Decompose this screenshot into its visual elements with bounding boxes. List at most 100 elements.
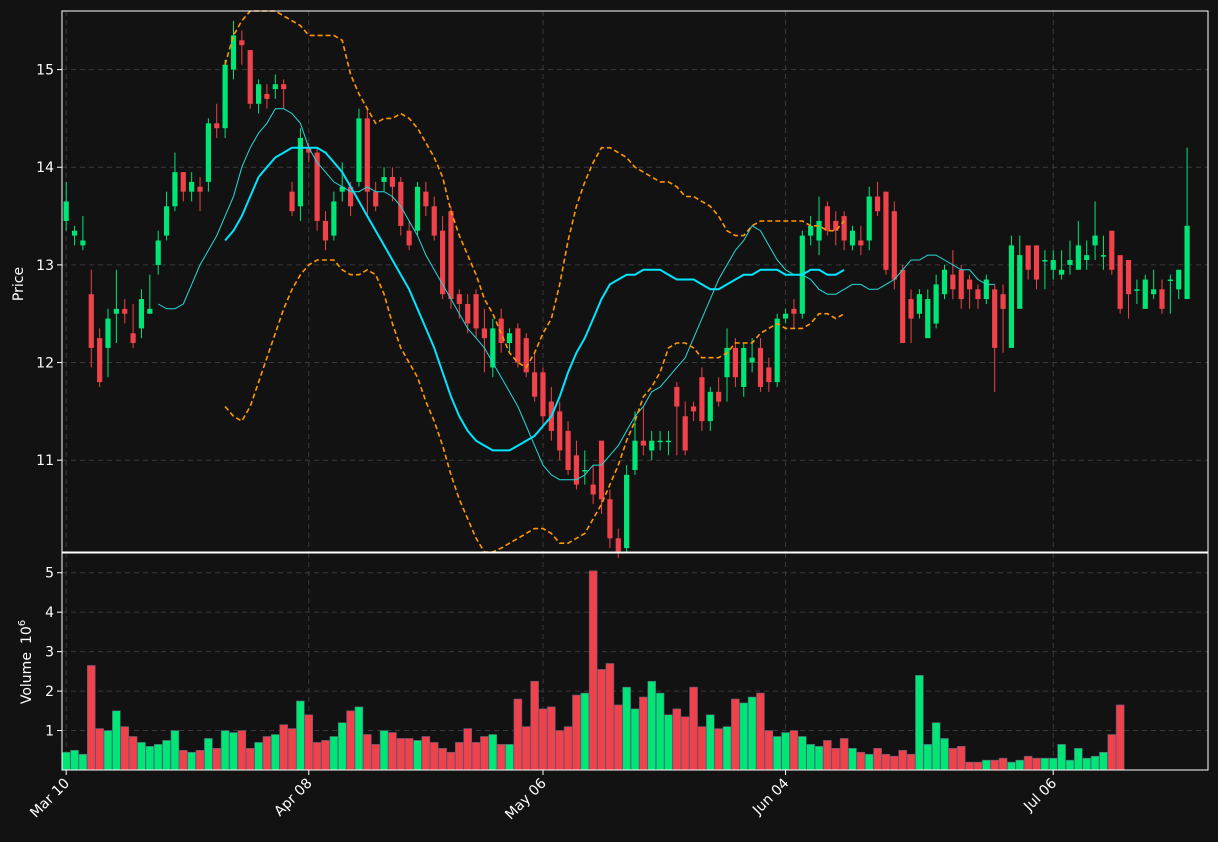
volume-bar: [513, 698, 523, 771]
candle-body: [490, 328, 496, 368]
price-tick-label: 11: [36, 453, 54, 469]
volume-bar: [756, 692, 765, 771]
price-y-axis: 11 12 13 14 15: [36, 63, 62, 469]
volume-bar: [622, 686, 631, 771]
volume-bar: [1048, 757, 1058, 771]
volume-bar: [463, 728, 472, 771]
price-tick-label: 12: [36, 356, 54, 372]
volume-bar: [187, 751, 196, 771]
candle-body: [381, 177, 387, 182]
x-tick-label: Apr 08: [271, 776, 315, 820]
volume-bar: [714, 728, 723, 771]
candle-body: [716, 391, 722, 402]
volume-bar: [421, 736, 431, 771]
volume-bar: [296, 700, 305, 771]
candle-body: [1075, 245, 1081, 270]
volume-bar: [940, 738, 949, 771]
volume-bar: [153, 744, 163, 771]
volume-axis-title: Volume 106: [17, 620, 35, 704]
volume-bar: [496, 744, 506, 771]
candle-body: [992, 289, 998, 348]
volume-tick-label: 3: [45, 645, 54, 661]
volume-bar: [120, 726, 130, 771]
x-tick-label: Jun 04: [749, 775, 792, 818]
volume-bar: [363, 734, 372, 771]
volume-bar: [170, 730, 180, 771]
volume-bar: [438, 747, 447, 771]
candle-body: [682, 416, 688, 451]
lower-band-line: [224, 259, 845, 553]
candle-body: [264, 94, 270, 99]
candle-body: [230, 35, 237, 70]
volume-bar: [597, 669, 606, 771]
candle-body: [1067, 260, 1073, 265]
volume-bar: [588, 570, 598, 771]
candle-body: [1100, 255, 1107, 257]
volume-bar: [1007, 761, 1016, 771]
volume-bar: [806, 744, 815, 771]
volume-bar: [848, 747, 857, 771]
volume-bar: [78, 753, 88, 771]
candle-body: [791, 308, 797, 314]
volume-bar: [95, 728, 104, 771]
candle-body: [506, 333, 513, 344]
volume-bar: [998, 757, 1008, 771]
volume-bar: [429, 742, 439, 771]
candle-body: [515, 328, 521, 363]
candle-body: [1176, 269, 1182, 290]
candle-body: [632, 440, 638, 470]
volume-bar: [639, 696, 648, 771]
candle-body: [532, 372, 538, 397]
volume-bar: [162, 740, 171, 771]
candle-body: [774, 318, 780, 383]
volume-bar: [864, 753, 874, 771]
candle-body: [406, 230, 412, 246]
volume-bar: [605, 663, 615, 771]
candle-body: [883, 191, 889, 270]
candle-body: [255, 84, 262, 104]
candle-body: [373, 191, 379, 207]
volume-axis-power: 6: [17, 620, 28, 626]
candle-body: [97, 338, 103, 383]
volume-bar: [613, 704, 623, 771]
volume-bar: [655, 692, 665, 771]
candle-body: [197, 186, 203, 192]
candle-body: [573, 455, 580, 485]
candle-body: [481, 328, 488, 339]
volume-bar: [647, 680, 657, 771]
x-tick-label: Mar 10: [27, 776, 73, 822]
volume-bar: [1107, 734, 1117, 771]
candle-body: [473, 294, 479, 329]
volume-bar: [915, 675, 924, 771]
candle-body: [1117, 255, 1123, 309]
candle-body: [122, 308, 128, 314]
volume-bar: [312, 742, 322, 771]
volume-bar: [664, 714, 673, 771]
volume-bar: [898, 749, 907, 771]
candle-body: [239, 40, 245, 46]
candle-body: [582, 469, 588, 472]
candle-body: [523, 338, 529, 373]
candle-body: [757, 347, 764, 387]
volume-bar: [137, 742, 146, 771]
volume-bar: [747, 696, 757, 771]
volume-bar: [739, 702, 749, 771]
candle-body: [172, 172, 178, 207]
candle-body: [322, 220, 329, 241]
volume-bar: [321, 740, 330, 771]
candle-body: [289, 191, 295, 212]
volume-axis-label: Volume: [19, 652, 35, 704]
candle-body: [941, 269, 948, 295]
volume-bar: [1065, 759, 1075, 771]
candle-body: [808, 225, 814, 236]
volume-bar: [923, 744, 933, 771]
volume-bar: [538, 708, 548, 771]
volume-bar: [279, 724, 288, 771]
volume-bar: [87, 665, 96, 771]
candle-body: [699, 377, 705, 422]
candle-body: [707, 391, 713, 422]
volume-bar: [145, 746, 155, 771]
volume-tick-label: 4: [45, 605, 54, 621]
price-panel-frame: [61, 10, 1209, 553]
candle-body: [1125, 260, 1132, 295]
